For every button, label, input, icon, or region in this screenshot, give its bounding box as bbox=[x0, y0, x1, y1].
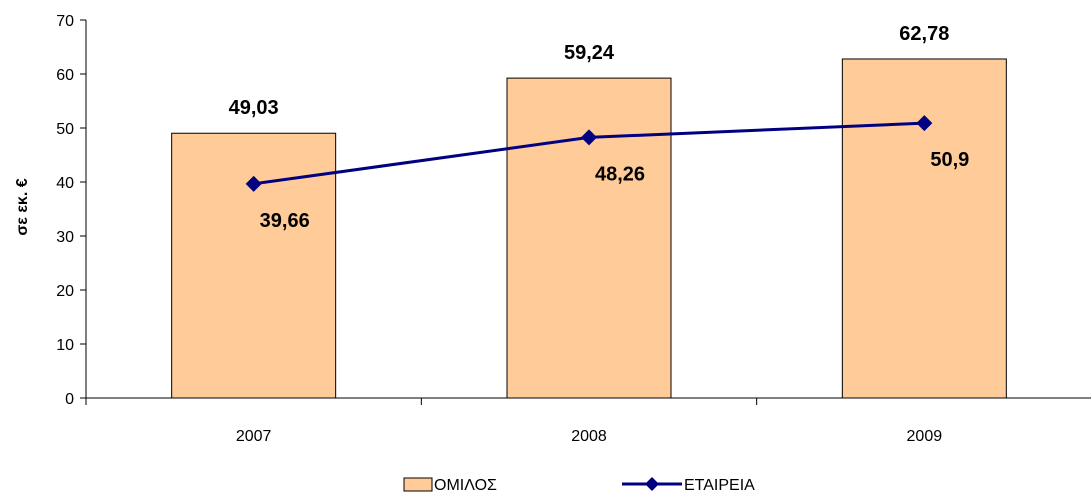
y-tick-label: 40 bbox=[56, 175, 74, 192]
bar bbox=[506, 77, 672, 399]
x-tick-label: 2007 bbox=[236, 428, 272, 445]
x-tick-label: 2008 bbox=[571, 428, 607, 445]
bar-value-label: 59,24 bbox=[564, 42, 615, 64]
bar bbox=[171, 132, 337, 399]
line-value-label: 50,9 bbox=[930, 149, 969, 171]
y-tick-label: 10 bbox=[56, 337, 74, 354]
plot-area: 0 10 20 30 40 50 60 70 2007 2008 2009 49,03 59,24 62,… bbox=[56, 13, 1091, 445]
y-tick-label: 70 bbox=[56, 13, 74, 30]
line-point bbox=[581, 129, 597, 146]
y-axis-label: σε εκ. € bbox=[14, 178, 31, 235]
line-value-label: 39,66 bbox=[260, 210, 310, 232]
y-tick-label: 50 bbox=[56, 121, 74, 138]
line-point bbox=[245, 175, 262, 192]
legend: ΟΜΙΛΟΣ ΕΤΑΙΡΕΙΑ bbox=[403, 477, 755, 494]
line-point bbox=[916, 115, 933, 132]
y-tick-label: 0 bbox=[65, 391, 74, 408]
bar-value-label: 62,78 bbox=[899, 23, 949, 45]
y-tick-label: 20 bbox=[56, 283, 74, 300]
legend-label-etaireia: ΕΤΑΙΡΕΙΑ bbox=[684, 477, 755, 494]
legend-marker-etaireia bbox=[645, 477, 659, 491]
bar bbox=[841, 58, 1007, 399]
line-value-label: 48,26 bbox=[595, 163, 645, 185]
legend-swatch-omilos bbox=[403, 477, 433, 492]
y-tick-label: 30 bbox=[56, 229, 74, 246]
legend-label-omilos: ΟΜΙΛΟΣ bbox=[434, 477, 497, 494]
y-tick-label: 60 bbox=[56, 67, 74, 84]
bar-value-label: 49,03 bbox=[229, 97, 279, 119]
x-tick-label: 2009 bbox=[907, 428, 943, 445]
